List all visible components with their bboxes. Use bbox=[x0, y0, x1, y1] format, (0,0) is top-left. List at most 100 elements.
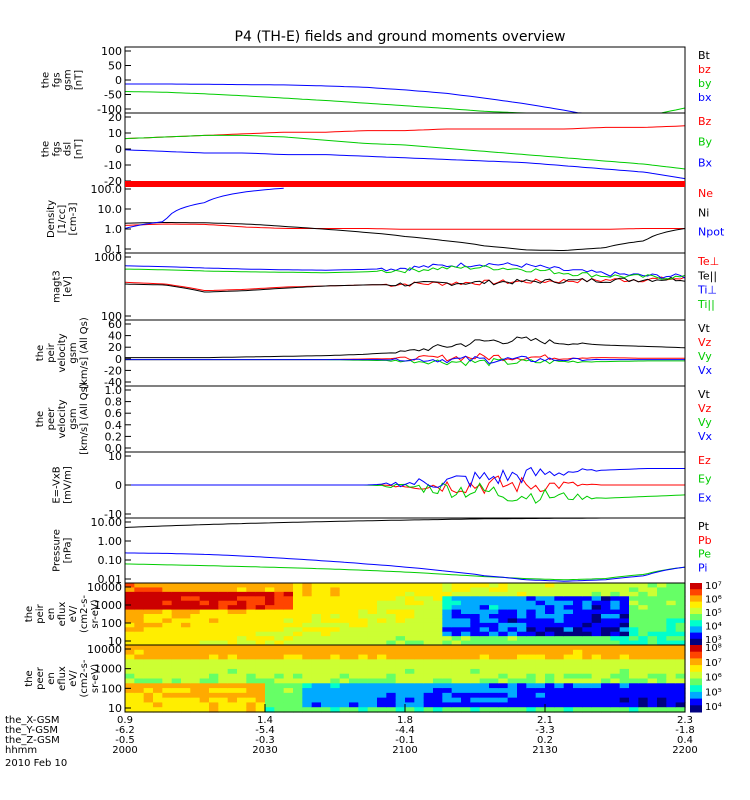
spectrogram-cell bbox=[321, 600, 331, 606]
spectrogram-cell bbox=[227, 618, 238, 624]
legend-entry: Vt bbox=[698, 322, 711, 335]
spectrogram-cell bbox=[218, 654, 229, 660]
x-axis-value: 2030 bbox=[252, 745, 277, 756]
spectrogram-cell bbox=[517, 688, 527, 694]
spectrogram-cell bbox=[209, 683, 219, 689]
spectrogram-cell bbox=[153, 627, 163, 633]
spectrogram-cell bbox=[386, 688, 397, 694]
spectrogram-cell bbox=[190, 591, 201, 597]
spectrogram-cell bbox=[451, 688, 462, 694]
y-axis-label-line: [nPa] bbox=[63, 537, 74, 563]
spectrogram-cell bbox=[386, 614, 397, 620]
spectrogram-cell bbox=[423, 609, 434, 615]
spectrogram-cell bbox=[423, 707, 434, 713]
spectrogram-cell bbox=[283, 707, 294, 713]
colorbar-segment bbox=[690, 645, 702, 653]
spectrogram-cell bbox=[237, 640, 247, 646]
spectrogram-cell bbox=[610, 605, 621, 611]
spectrogram-cell bbox=[526, 692, 537, 699]
spectrogram-cell bbox=[442, 707, 453, 713]
spectrogram-cell bbox=[125, 688, 135, 694]
spectrogram-cell bbox=[134, 618, 145, 624]
spectrogram-cell bbox=[610, 668, 621, 675]
spectrogram-cell bbox=[461, 678, 471, 684]
spectrogram-cell bbox=[638, 627, 649, 633]
legend-entry: Vy bbox=[698, 416, 712, 429]
spectrogram-cell bbox=[573, 600, 583, 606]
spectrogram-cell bbox=[526, 600, 537, 606]
spectrogram-cell bbox=[171, 605, 182, 611]
spectrogram-cell bbox=[563, 678, 574, 684]
spectrogram-cell bbox=[638, 688, 649, 694]
spectrogram-cell bbox=[423, 627, 434, 633]
y-tick-label: -100 bbox=[97, 103, 122, 116]
spectrogram-cell bbox=[199, 596, 210, 602]
spectrogram-cell bbox=[517, 707, 527, 713]
spectrogram-cell bbox=[377, 678, 387, 684]
spectrogram-cell bbox=[395, 631, 406, 637]
spectrogram-cell bbox=[461, 668, 471, 675]
spectrogram-cell bbox=[433, 591, 443, 597]
spectrogram-cell bbox=[405, 649, 415, 656]
spectrogram-cell bbox=[507, 614, 518, 620]
spectrogram-cell bbox=[414, 683, 425, 689]
spectrogram-cell bbox=[601, 631, 611, 637]
spectrogram-cell bbox=[433, 659, 443, 665]
spectrogram-cell bbox=[433, 618, 443, 624]
spectrogram-cell bbox=[386, 605, 397, 611]
spectrogram-cell bbox=[246, 631, 257, 637]
colorbar-segment bbox=[690, 651, 702, 659]
spectrogram-cell bbox=[386, 596, 397, 602]
spectrogram-cell bbox=[619, 605, 630, 611]
spectrogram-cell bbox=[227, 678, 238, 684]
spectrogram-cell bbox=[498, 702, 509, 708]
spectrogram-cell bbox=[470, 678, 481, 684]
spectrogram-cell bbox=[265, 587, 275, 593]
spectrogram-cell bbox=[339, 664, 350, 670]
spectrogram-cell bbox=[143, 622, 154, 628]
spectrogram-cell bbox=[237, 678, 247, 684]
spectrogram-cell bbox=[647, 707, 658, 713]
spectrogram-cell bbox=[190, 702, 201, 708]
spectrogram-cell bbox=[349, 627, 359, 633]
spectrogram-cell bbox=[498, 668, 509, 675]
spectrogram-cell bbox=[479, 645, 490, 651]
spectrogram-cell bbox=[125, 636, 135, 642]
spectrogram-cell bbox=[237, 596, 247, 602]
spectrogram-cell bbox=[573, 596, 583, 602]
legend-entry: Vz bbox=[698, 402, 712, 415]
spectrogram-cell bbox=[563, 596, 574, 602]
spectrogram-cell bbox=[526, 654, 537, 660]
spectrogram-cell bbox=[601, 702, 611, 708]
spectrogram-cell bbox=[367, 614, 378, 620]
spectrogram-cell bbox=[517, 596, 527, 602]
spectrogram-cell bbox=[311, 702, 322, 708]
spectrogram-cell bbox=[143, 618, 154, 624]
spectrogram-cell bbox=[563, 631, 574, 637]
spectrogram-cell bbox=[125, 649, 135, 656]
spectrogram-cell bbox=[237, 673, 247, 680]
spectrogram-cell bbox=[302, 664, 313, 670]
y-axis-label-line: dsl bbox=[63, 142, 74, 156]
spectrogram-cell bbox=[451, 678, 462, 684]
spectrogram-cell bbox=[237, 622, 247, 628]
spectrogram-cell bbox=[358, 702, 369, 708]
spectrogram-cell bbox=[283, 664, 294, 670]
spectrogram-cell bbox=[601, 605, 611, 611]
spectrogram-cell bbox=[675, 627, 686, 633]
spectrogram-cell bbox=[405, 583, 415, 589]
spectrogram-cell bbox=[265, 631, 275, 637]
spectrogram-cell bbox=[134, 622, 145, 628]
spectrogram-cell bbox=[433, 583, 443, 589]
spectrogram-cell bbox=[498, 654, 509, 660]
spectrogram-cell bbox=[367, 697, 378, 704]
spectrogram-cell bbox=[414, 654, 425, 660]
colorbar-segment bbox=[690, 626, 702, 634]
spectrogram-cell bbox=[657, 664, 667, 670]
spectrogram-cell bbox=[218, 583, 229, 589]
spectrogram-cell bbox=[330, 664, 341, 670]
spectrogram-cell bbox=[246, 664, 257, 670]
